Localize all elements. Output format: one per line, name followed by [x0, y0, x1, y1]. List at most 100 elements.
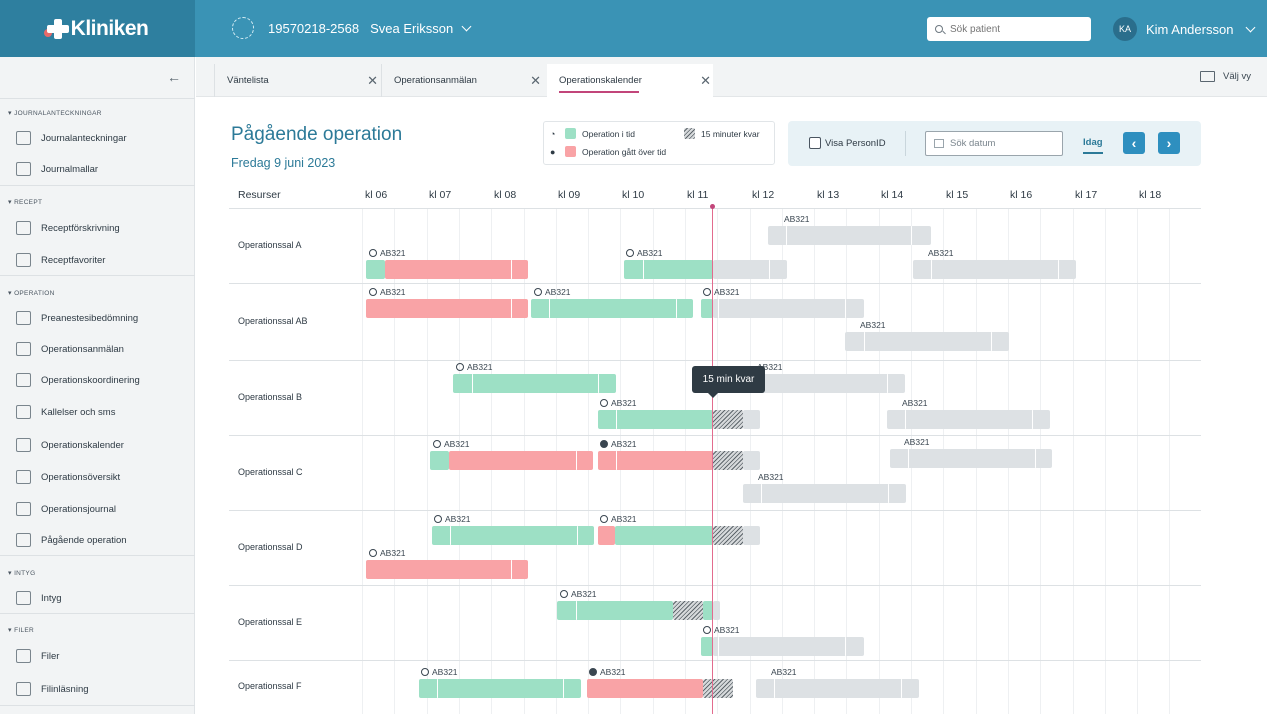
sidebar-item-label: Journalanteckningar: [41, 132, 127, 144]
next-day-button[interactable]: ›: [1158, 132, 1180, 154]
tab-operationskalender[interactable]: Operationskalender ✕: [547, 64, 713, 97]
operation-bar[interactable]: [713, 601, 720, 620]
operation-bar[interactable]: [743, 410, 760, 429]
operation-bar[interactable]: [701, 637, 713, 656]
close-icon[interactable]: ✕: [530, 73, 541, 88]
booking-id: AB321: [904, 437, 930, 447]
sidebar-item-filinlasning[interactable]: Filinläsning: [16, 682, 89, 696]
operation-bar[interactable]: [587, 679, 703, 698]
bar-marker: [718, 299, 719, 318]
operation-bar[interactable]: [768, 226, 931, 245]
operation-bar[interactable]: [624, 260, 713, 279]
operation-bar[interactable]: [453, 374, 616, 393]
fifteen-min-segment[interactable]: [703, 679, 733, 698]
bar-marker: [908, 449, 909, 468]
booking-id: AB321: [902, 398, 928, 408]
sidebar-item-preanestesibedomning[interactable]: Preanestesibedömning: [16, 311, 138, 325]
sidebar-item-label: Kallelser och sms: [41, 406, 116, 418]
tab-label: Operationsanmälan: [394, 75, 477, 86]
operation-bar[interactable]: [756, 679, 919, 698]
sidebar-item-journalanteckningar[interactable]: Journalanteckningar: [16, 131, 127, 145]
operation-bar[interactable]: [432, 526, 594, 545]
previous-day-button[interactable]: ‹: [1123, 132, 1145, 154]
close-icon[interactable]: ✕: [700, 73, 711, 88]
operation-bar[interactable]: [742, 374, 905, 393]
operation-bar[interactable]: [531, 299, 693, 318]
logo[interactable]: Kliniken: [0, 0, 195, 57]
operation-bar[interactable]: [713, 260, 787, 279]
select-view-button[interactable]: Välj vy: [1200, 71, 1251, 82]
operation-bar[interactable]: [743, 526, 760, 545]
patient-selector[interactable]: 19570218-2568 Svea Eriksson: [232, 17, 472, 39]
operation-bar[interactable]: [366, 299, 528, 318]
sidebar-item-filer[interactable]: Filer: [16, 649, 59, 663]
today-button[interactable]: Idag: [1083, 137, 1103, 154]
booking-id: AB321: [380, 287, 406, 297]
sidebar-item-operationskoordinering[interactable]: Operationskoordinering: [16, 373, 140, 387]
operation-bar[interactable]: [430, 451, 449, 470]
operation-bar[interactable]: [701, 299, 713, 318]
operation-bar[interactable]: [598, 410, 713, 429]
operation-bar[interactable]: [887, 410, 1050, 429]
clock-icon: [369, 288, 377, 296]
operation-bar[interactable]: [615, 526, 713, 545]
sidebar-item-label: Preanestesibedömning: [41, 312, 139, 324]
tab-vantelista[interactable]: Väntelista ✕: [214, 64, 380, 97]
operation-bar[interactable]: [713, 299, 864, 318]
operation-bar[interactable]: [890, 449, 1052, 468]
bar-marker: [616, 451, 617, 470]
bar-marker: [905, 410, 906, 429]
fifteen-min-segment[interactable]: [713, 410, 743, 429]
close-icon[interactable]: ✕: [367, 73, 378, 88]
user-menu[interactable]: KA Kim Andersson: [1113, 17, 1256, 41]
clock-icon: [600, 399, 608, 407]
date-search-input[interactable]: Sök datum: [925, 131, 1063, 156]
operation-bar[interactable]: [557, 601, 673, 620]
operation-bar[interactable]: [845, 332, 1009, 351]
operation-bar[interactable]: [598, 526, 615, 545]
operation-bar[interactable]: [366, 560, 528, 579]
bar-marker: [786, 226, 787, 245]
sidebar-item-receptfavoriter[interactable]: Receptfavoriter: [16, 253, 105, 267]
sidebar-section-title[interactable]: RECEPT: [8, 198, 42, 206]
booking-label: AB321: [589, 667, 626, 677]
sidebar-item-kallelser[interactable]: Kallelser och sms: [16, 405, 115, 419]
sidebar-item-pagaende-operation[interactable]: Pågående operation: [16, 533, 127, 547]
sidebar-item-intyg[interactable]: Intyg: [16, 591, 62, 605]
sidebar-item-operationskalender[interactable]: Operationskalender: [16, 438, 124, 452]
operation-bar[interactable]: [598, 451, 713, 470]
sidebar-section-title[interactable]: FILER: [8, 626, 34, 634]
sidebar-item-operationsoversikt[interactable]: Operationsöversikt: [16, 470, 120, 484]
collapse-sidebar-icon[interactable]: ←: [167, 69, 181, 85]
operation-bar[interactable]: [385, 260, 528, 279]
show-person-id-checkbox[interactable]: [809, 137, 821, 149]
divider: [0, 555, 195, 556]
sidebar-section-title[interactable]: INTYG: [8, 569, 35, 577]
clock-icon: [456, 363, 464, 371]
operation-bar[interactable]: [366, 260, 385, 279]
tab-operationsanmalan[interactable]: Operationsanmälan ✕: [381, 64, 543, 97]
sidebar-item-operationsjournal[interactable]: Operationsjournal: [16, 502, 116, 516]
operation-bar[interactable]: [419, 679, 581, 698]
sidebar-item-label: Operationsanmälan: [41, 343, 124, 355]
operation-bar[interactable]: [713, 637, 864, 656]
fifteen-min-segment[interactable]: [713, 526, 743, 545]
sidebar-item-receptforskrivning[interactable]: Receptförskrivning: [16, 221, 120, 235]
sidebar-item-label: Filinläsning: [41, 683, 89, 695]
sidebar-item-journalmallar[interactable]: Journalmallar: [16, 162, 98, 176]
operation-bar[interactable]: [743, 484, 906, 503]
fifteen-min-segment[interactable]: [713, 451, 743, 470]
sidebar-item-operationsanmalan[interactable]: Operationsanmälan: [16, 342, 124, 356]
sidebar-section-title[interactable]: OPERATION: [8, 289, 55, 297]
fifteen-min-segment[interactable]: [673, 601, 703, 620]
operation-bar[interactable]: [449, 451, 593, 470]
search-input[interactable]: [950, 23, 1080, 35]
operation-bar[interactable]: [703, 601, 713, 620]
sidebar-section-title[interactable]: JOURNALANTECKNINGAR: [8, 109, 102, 117]
booking-id: AB321: [600, 667, 626, 677]
operation-bar[interactable]: [913, 260, 1076, 279]
hour-label: kl 16: [1010, 189, 1033, 201]
sidebar-item-label: Operationsjournal: [41, 503, 116, 515]
patient-search[interactable]: [927, 17, 1091, 41]
operation-bar[interactable]: [743, 451, 760, 470]
